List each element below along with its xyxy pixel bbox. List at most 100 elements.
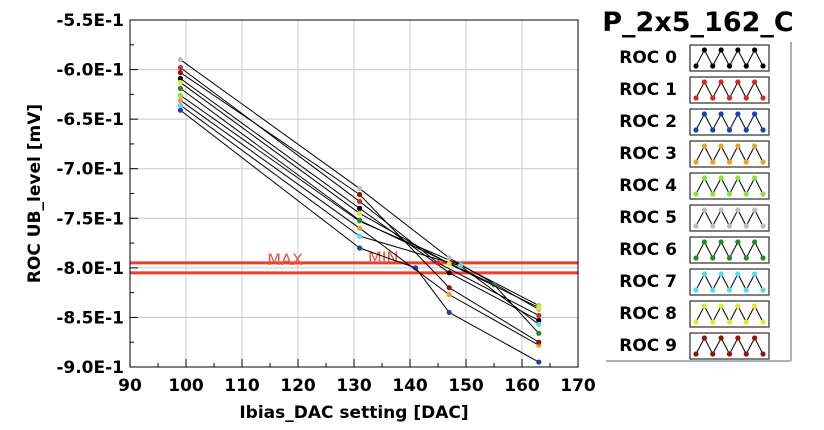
legend-marker	[735, 79, 741, 85]
series-roc-1	[177, 64, 542, 319]
x-tick-label: 100	[168, 376, 204, 396]
series-roc-2	[177, 107, 542, 365]
data-point	[357, 205, 363, 211]
series-layer	[177, 57, 542, 365]
legend-item-roc-8: ROC 8	[619, 300, 770, 328]
data-point	[177, 79, 183, 86]
series-roc-5	[177, 57, 542, 313]
x-tick-label: 110	[224, 376, 260, 396]
legend-marker	[743, 351, 749, 357]
legend-label: ROC 1	[619, 80, 677, 100]
legend-marker	[701, 143, 707, 149]
legend-item-roc-2: ROC 2	[619, 108, 770, 136]
legend-marker	[752, 47, 758, 53]
data-point	[357, 185, 363, 192]
legend-label: ROC 3	[619, 144, 677, 164]
data-point	[435, 260, 441, 266]
legend-label: ROC 7	[619, 272, 677, 292]
series-roc-8	[177, 79, 542, 311]
y-tick-label: -7.5E-1	[56, 209, 124, 229]
data-point	[177, 102, 183, 108]
y-tick-label: -7.0E-1	[56, 160, 124, 180]
legend-item-roc-5: ROC 5	[619, 204, 770, 232]
series-segment	[448, 272, 540, 321]
data-point	[357, 225, 363, 231]
data-point	[536, 317, 542, 324]
series-roc-6	[177, 85, 542, 336]
legend-marker	[693, 287, 699, 293]
legend-label: ROC 2	[619, 112, 677, 132]
legend-marker	[718, 335, 724, 341]
legend-marker	[752, 175, 758, 181]
legend-marker	[752, 239, 758, 245]
series-segment	[180, 59, 360, 189]
series-segment	[415, 267, 450, 313]
legend-marker	[718, 143, 724, 149]
legend-item-roc-7: ROC 7	[619, 268, 770, 296]
legend-marker	[701, 175, 707, 181]
series-segment	[437, 262, 540, 316]
legend-marker	[735, 47, 741, 53]
legend-marker	[710, 287, 716, 293]
legend-item-roc-1: ROC 1	[619, 76, 770, 104]
limit-lines: MAX MIN	[130, 248, 578, 275]
x-tick-label: 90	[118, 376, 142, 396]
legend-marker	[752, 143, 758, 149]
legend-marker	[743, 95, 749, 101]
series-segment	[359, 194, 450, 289]
data-point	[357, 191, 363, 198]
legend-marker	[752, 271, 758, 277]
legend-marker	[710, 159, 716, 165]
data-point	[446, 285, 452, 291]
legend-marker	[735, 207, 741, 213]
data-point	[536, 339, 542, 345]
legend-marker	[735, 111, 741, 117]
data-point	[357, 233, 363, 239]
series-segment	[180, 109, 360, 249]
y-tick-label: -6.5E-1	[56, 110, 124, 130]
legend-marker	[718, 303, 724, 309]
y-tick-label: -8.5E-1	[56, 308, 124, 328]
x-tick-label: 170	[560, 376, 596, 396]
legend-label: ROC 8	[619, 304, 677, 324]
x-tick-label: 160	[504, 376, 540, 396]
legend-marker	[710, 255, 716, 261]
legend-marker	[726, 127, 733, 133]
legend-marker	[693, 319, 699, 325]
legend-marker	[710, 319, 716, 325]
legend-marker	[693, 255, 699, 261]
data-point	[536, 359, 542, 365]
legend-marker	[726, 287, 733, 293]
series-segment	[448, 287, 540, 343]
legend-marker	[693, 351, 699, 357]
legend-marker	[718, 239, 724, 245]
legend-marker	[718, 111, 724, 117]
series-segment	[180, 88, 360, 221]
legend-marker	[760, 95, 766, 101]
series-segment	[493, 284, 540, 334]
legend-marker	[760, 223, 766, 229]
legend-marker	[735, 271, 741, 277]
legend-marker	[726, 319, 733, 325]
data-point	[536, 312, 542, 319]
y-tick-label: -8.0E-1	[56, 259, 124, 279]
legend-label: ROC 0	[619, 48, 677, 68]
legend-marker	[726, 95, 733, 101]
limit-label-min: MIN	[368, 248, 399, 267]
x-tick-label: 140	[392, 376, 428, 396]
legend-marker	[693, 127, 699, 133]
legend-marker	[710, 127, 716, 133]
data-point	[536, 304, 542, 311]
legend-marker	[726, 223, 733, 229]
data-point	[457, 263, 463, 269]
x-tick-label: 120	[280, 376, 316, 396]
legend-marker	[743, 191, 749, 197]
data-point	[177, 75, 183, 82]
data-point	[446, 292, 452, 298]
data-point	[177, 85, 183, 92]
legend-marker	[760, 255, 766, 261]
legend-marker	[752, 303, 758, 309]
x-tick-label: 150	[448, 376, 484, 396]
data-point	[177, 57, 183, 63]
